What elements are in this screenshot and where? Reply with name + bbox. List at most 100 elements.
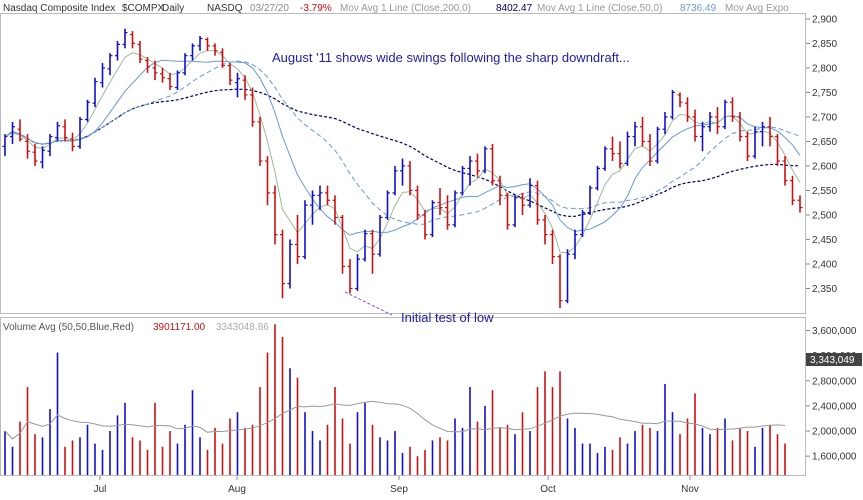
y-tick-label: 2,750: [812, 88, 837, 99]
y-tick-label: 2,700: [812, 112, 837, 123]
price-bar: [10, 121, 15, 144]
volume-average-line: [4, 400, 786, 440]
price-bar: [595, 165, 600, 191]
price-bar: [55, 121, 60, 142]
price-bar: [505, 192, 510, 230]
price-bar: [40, 146, 45, 169]
price-bar: [400, 158, 405, 186]
price-panel-frame: [0, 13, 806, 314]
price-bar: [250, 87, 255, 127]
price-bar: [520, 192, 525, 215]
price-header: Nasdaq Composite Index $COMPX Daily NASD…: [3, 3, 789, 14]
price-bar: [580, 210, 585, 238]
price-bar: [242, 75, 248, 100]
main-annotation: August '11 shows wide swings following t…: [272, 50, 630, 65]
price-bar: [467, 156, 473, 186]
period: Daily: [162, 3, 184, 14]
volume-value2: 3343048.86: [216, 322, 269, 333]
price-bar: [737, 112, 743, 142]
y-tick-label: 2,800: [812, 63, 837, 74]
ma-long-line: [4, 88, 801, 217]
price-bar: [130, 31, 135, 49]
price-bar: [175, 70, 180, 90]
ma-mid-line: [4, 59, 801, 236]
price-bar: [437, 188, 443, 215]
x-tick-label: Aug: [228, 484, 246, 495]
price-bar: [797, 195, 803, 213]
price-bar: [760, 121, 765, 147]
price-bar: [77, 116, 83, 149]
y-tick-label: 2,350: [812, 284, 837, 295]
current-volume-label: 3,343,049: [810, 355, 855, 366]
x-tick-label: Jul: [94, 484, 107, 495]
index-name: Nasdaq Composite Index: [3, 3, 115, 14]
y-tick-label: 2,900: [812, 14, 837, 25]
ma50-label: Mov Avg 1 Line (Close,50,0): [537, 3, 662, 14]
price-bar: [190, 43, 195, 61]
y-tick-label: 2,500: [812, 210, 837, 221]
price-bar: [310, 190, 315, 225]
y-tick-label: 2,450: [812, 235, 837, 246]
y-axis-ticks: 2,350 2,400 2,450 2,500 2,550 2,600 2,650 2,700…: [806, 14, 837, 295]
price-bar: [287, 239, 293, 289]
price-bar: [730, 97, 735, 122]
y-tick-label: 2,400: [812, 259, 837, 270]
price-bar: [92, 77, 98, 108]
volume-tick-label: 2,000,000: [812, 427, 857, 438]
volume-tick-label: 3,600,000: [812, 326, 857, 337]
volume-bars: [4, 324, 786, 475]
low-annotation: Initial test of low: [401, 310, 494, 325]
price-bar: [295, 214, 300, 264]
price-bar: [137, 40, 143, 64]
price-bar: [377, 214, 383, 257]
price-bar: [340, 214, 345, 274]
price-bar: [115, 40, 120, 61]
price-bar: [2, 134, 8, 157]
price-bar: [527, 178, 533, 208]
price-bar: [542, 214, 548, 245]
x-axis-ticks: Jul Aug Sep Oct Nov: [94, 476, 699, 495]
price-bar: [107, 53, 113, 76]
ma50-value: 8736.49: [680, 3, 717, 14]
x-tick-label: Nov: [681, 484, 699, 495]
price-bar: [617, 141, 623, 169]
price-bar: [85, 99, 90, 122]
price-bar: [197, 36, 203, 51]
price-bar: [152, 60, 158, 81]
price-bar: [392, 165, 398, 196]
x-tick-label: Oct: [540, 484, 556, 495]
y-tick-label: 2,550: [812, 186, 837, 197]
x-tick-label: Sep: [390, 484, 408, 495]
price-bar: [490, 143, 495, 186]
low-annotation-line: [344, 291, 393, 316]
price-bar: [32, 143, 38, 166]
price-bar: [332, 195, 338, 225]
price-bar: [422, 210, 428, 240]
price-bar: [25, 134, 30, 159]
price-bar: [257, 116, 263, 166]
price-bar: [715, 107, 720, 135]
price-bar: [475, 153, 480, 176]
price-bar: [415, 185, 420, 220]
ma200-value: 8402.47: [496, 3, 533, 14]
price-bar: [677, 92, 683, 108]
price-bar: [572, 229, 578, 260]
price-bar: [62, 119, 68, 142]
price-bar: [692, 109, 698, 142]
y-tick-label: 2,650: [812, 137, 837, 148]
price-bar: [775, 134, 780, 166]
volume-tick-label: 1,600,000: [812, 452, 857, 463]
price-bar: [70, 132, 75, 152]
price-bar: [100, 63, 105, 88]
price-bar: [497, 175, 503, 206]
price-bar: [452, 190, 458, 228]
volume-panel-frame: [0, 317, 806, 476]
ma-short-line: [4, 50, 801, 254]
ma-expo-label: Mov Avg Expo: [725, 3, 789, 14]
volume-label: Volume Avg (50,50,Blue,Red): [3, 322, 134, 333]
price-bar: [625, 131, 630, 166]
price-bar: [745, 131, 750, 162]
price-bar: [145, 57, 150, 73]
price-bar: [362, 229, 368, 262]
price-bar: [227, 63, 233, 86]
